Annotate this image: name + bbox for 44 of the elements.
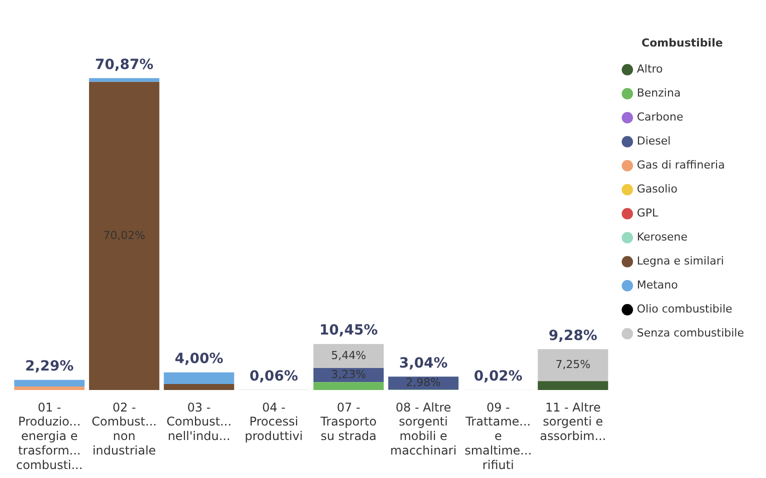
legend-label: Olio combustibile [636, 302, 732, 316]
x-tick-label: 04 - Processi produttivi [244, 400, 303, 444]
x-tick-label: 11 - Altre sorgenti e assorbim... [540, 400, 606, 444]
data-label: 2,98% [406, 376, 441, 390]
data-label: 70,02% [103, 228, 146, 242]
legend-label: Kerosene [636, 230, 688, 244]
x-tick-label: 02 - Combust... non industriale [92, 400, 157, 458]
total-label: 9,28% [548, 328, 598, 344]
bar [164, 384, 234, 390]
legend-label: Legna e similari [636, 254, 724, 268]
data-label: 3,23% [331, 368, 366, 381]
total-label: 3,04% [399, 355, 448, 372]
x-tick-label: 07 - Trasporto su strada [320, 400, 377, 444]
bar [89, 78, 160, 82]
legend-label: Diesel [636, 134, 671, 148]
bar [164, 372, 234, 384]
total-label: 0,06% [249, 368, 298, 384]
data-label: 7,25% [555, 358, 590, 371]
legend-label: Gasolio [636, 182, 678, 196]
bar [313, 382, 384, 390]
legend-label: Gas di raffineria [636, 158, 725, 172]
legend-label: Senza combustibile [636, 326, 744, 340]
data-label: 5,44% [331, 348, 366, 362]
legend-label: GPL [636, 206, 660, 220]
total-label: 4,00% [174, 351, 224, 368]
legend-label: Metano [636, 278, 678, 292]
x-tick-label: 01 - Produzio... energia e trasform... combusti... [16, 400, 83, 472]
x-tick-label: 03 - Combust... nell'indu... [166, 400, 232, 444]
bar [313, 344, 384, 368]
legend-label: Benzina [636, 86, 681, 100]
bar [538, 349, 608, 382]
bar [538, 381, 608, 390]
x-tick-label: 09 - Trattame... e smaltime... rifiuti [464, 400, 532, 472]
legend-label: Carbone [636, 110, 684, 124]
total-label: 10,45% [319, 322, 378, 339]
legend-label: Altro [636, 62, 664, 76]
total-label: 2,29% [25, 358, 74, 375]
total-label: 70,87% [95, 56, 154, 73]
bar [14, 380, 85, 386]
bar [89, 82, 160, 390]
total-label: 0,02% [474, 368, 522, 385]
bar [14, 386, 85, 390]
legend-title: Combustibile [642, 36, 723, 50]
x-tick-label: 08 - Altre sorgenti mobili e macchinari [390, 400, 457, 458]
